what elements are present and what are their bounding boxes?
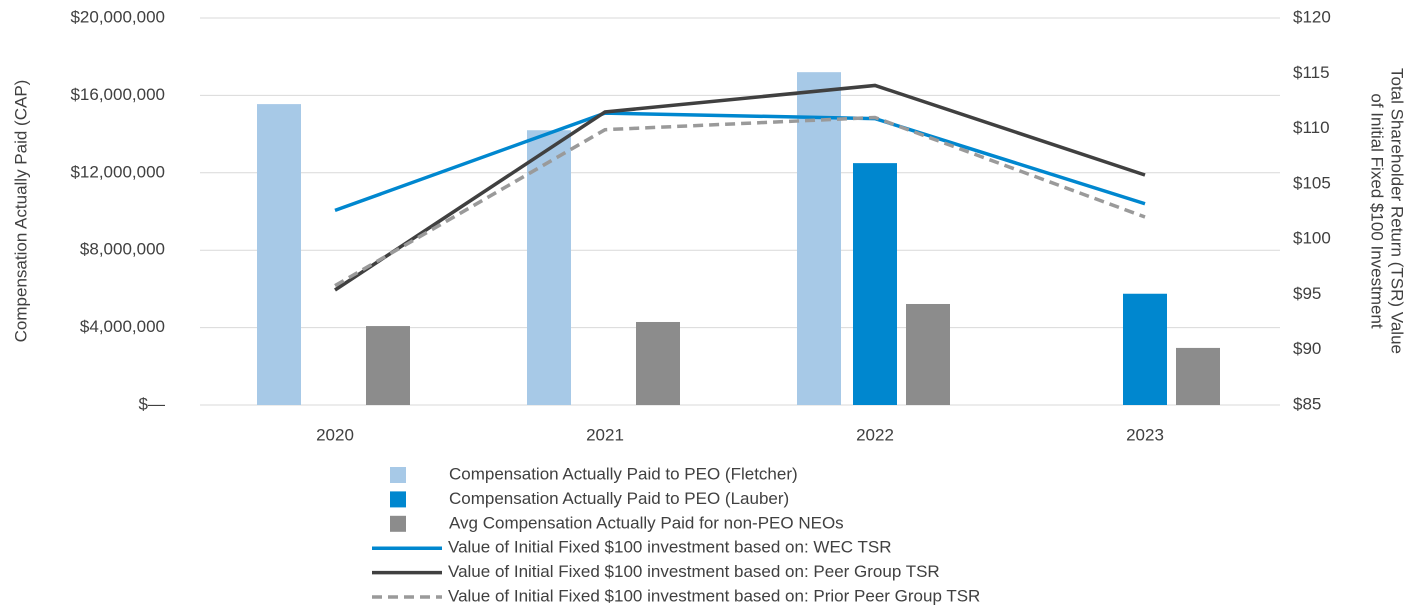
bar (853, 163, 897, 405)
legend-swatch (390, 467, 406, 483)
y-tick-label: $8,000,000 (80, 240, 165, 259)
x-tick-label: 2022 (856, 425, 894, 444)
y-tick-label: $16,000,000 (70, 85, 165, 104)
bar (797, 72, 841, 406)
x-tick-label: 2021 (586, 425, 624, 444)
legend-label: Compensation Actually Paid to PEO (Laube… (449, 489, 789, 508)
bar (366, 326, 410, 405)
y2-tick-label: $115 (1293, 63, 1330, 82)
bar (636, 321, 680, 405)
y-tick-label: $— (139, 394, 165, 413)
x-tick-label: 2023 (1126, 425, 1164, 444)
line-series (334, 111, 1146, 213)
legend-label: Value of Initial Fixed $100 investment b… (448, 562, 940, 581)
y2-tick-label: $90 (1293, 339, 1321, 358)
legend-swatch (390, 515, 406, 532)
y2-tick-label: $95 (1293, 284, 1321, 303)
y2-tick-label: $120 (1293, 7, 1331, 26)
y-axis-title: Compensation Actually Paid (CAP) (11, 80, 30, 343)
bar (257, 104, 301, 406)
legend-label: Value of Initial Fixed $100 investment b… (448, 586, 980, 605)
legend-label: Avg Compensation Actually Paid for non-P… (449, 513, 844, 532)
bar (906, 303, 950, 405)
y2-tick-label: $100 (1293, 229, 1331, 248)
bar (1176, 347, 1220, 405)
y-tick-label: $20,000,000 (70, 7, 165, 26)
line-series (334, 83, 1146, 292)
legend-label: Compensation Actually Paid to PEO (Fletc… (449, 464, 798, 483)
y2-axis-title: Total Shareholder Return (TSR) Value (1388, 68, 1407, 354)
y2-tick-label: $85 (1293, 394, 1321, 413)
bar (527, 130, 571, 406)
bar (1123, 293, 1167, 405)
x-tick-label: 2020 (316, 425, 354, 444)
y-tick-label: $12,000,000 (70, 162, 165, 181)
y2-tick-label: $110 (1293, 118, 1330, 137)
line-series (334, 115, 1146, 288)
legend-label: Value of Initial Fixed $100 investment b… (448, 538, 892, 557)
y2-axis-title: of Initial Fixed $100 Investment (1368, 93, 1387, 329)
legend-swatch (390, 491, 406, 508)
y2-tick-label: $105 (1293, 173, 1331, 192)
y-tick-label: $4,000,000 (80, 317, 165, 336)
